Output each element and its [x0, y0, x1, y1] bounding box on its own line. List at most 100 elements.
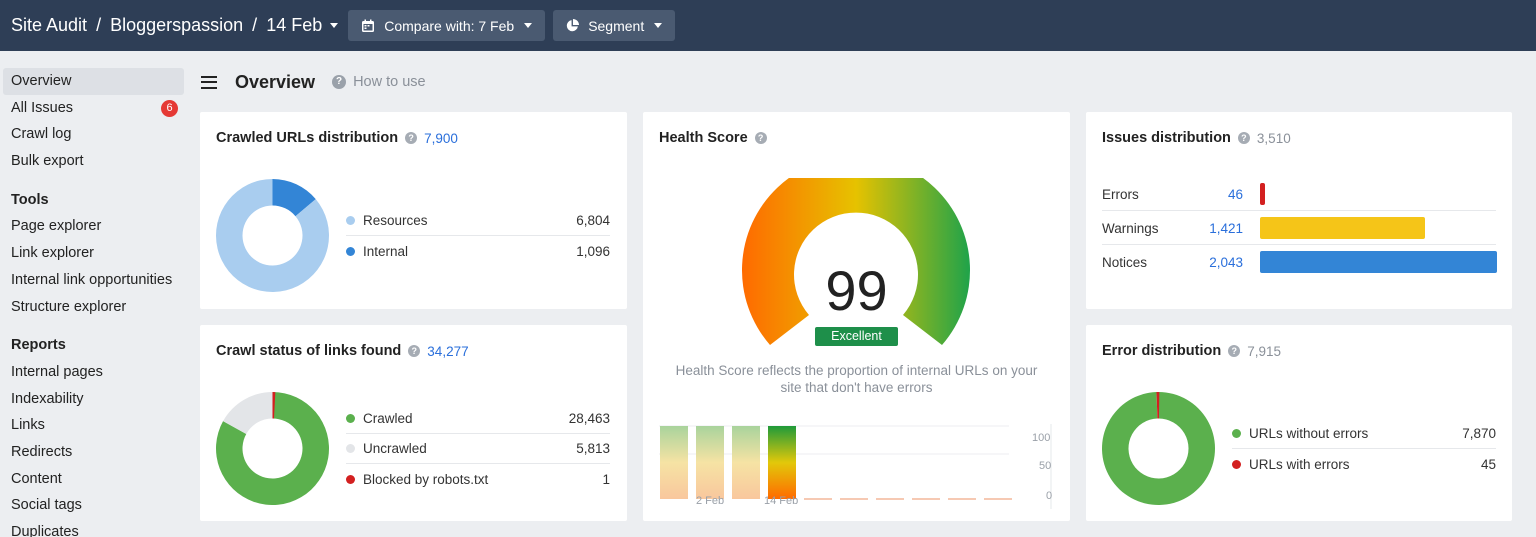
sidebar-item-bulk-export[interactable]: Bulk export [3, 148, 184, 175]
breadcrumb-separator: / [252, 15, 258, 35]
history-bar[interactable] [660, 426, 688, 499]
segment-label: Segment [588, 17, 645, 34]
history-bar-current[interactable] [768, 426, 796, 499]
crawl-status-slice[interactable] [216, 392, 329, 505]
compare-with-label: Compare with: 7 Feb [384, 17, 515, 34]
sidebar-item-internal-pages[interactable]: Internal pages [3, 359, 184, 386]
issue-bar [1260, 183, 1265, 205]
sidebar-item-link-explorer[interactable]: Link explorer [3, 240, 184, 267]
card-title-text: Health Score [659, 130, 748, 146]
legend-row[interactable]: Blocked by robots.txt 1 [346, 464, 610, 494]
sidebar-item-links[interactable]: Links [3, 412, 184, 439]
help-icon[interactable]: ? [332, 75, 347, 89]
sidebar-item-crawl-log[interactable]: Crawl log [3, 121, 184, 148]
legend-dot [1232, 429, 1241, 438]
compare-with-button[interactable]: Compare with: 7 Feb [348, 10, 546, 41]
breadcrumb-project[interactable]: Bloggerspassion [110, 15, 244, 35]
sidebar-item-social-tags[interactable]: Social tags [3, 492, 184, 519]
crawled-slice[interactable] [216, 179, 329, 292]
legend-label: Resources [363, 213, 428, 228]
error-count: 7,915 [1247, 343, 1282, 359]
issue-row-notices[interactable]: Notices 2,043 [1102, 245, 1497, 279]
sidebar-item-label: Indexability [11, 390, 84, 407]
legend-dot [346, 216, 355, 225]
sidebar-item-structure-explorer[interactable]: Structure explorer [3, 294, 184, 321]
legend-dot [1232, 459, 1241, 469]
sidebar-item-page-explorer[interactable]: Page explorer [3, 213, 184, 240]
crawl-status-donut-chart [216, 392, 329, 505]
card-title-text: Crawled URLs distribution [216, 130, 399, 146]
crawl-status-slice[interactable] [223, 392, 273, 434]
calendar-icon [361, 19, 375, 33]
help-icon[interactable]: ? [1237, 132, 1250, 144]
legend-label: Internal [363, 243, 409, 259]
sidebar-item-label: Redirects [11, 443, 73, 460]
breadcrumb: Site Audit / Bloggerspassion / 14 Feb [11, 15, 339, 36]
legend-label: URLs without errors [1249, 426, 1369, 441]
health-history-chart [659, 424, 1052, 509]
health-status-badge: Excellent [815, 327, 898, 346]
issue-count-link[interactable]: 1,421 [1209, 220, 1243, 236]
help-icon[interactable]: ? [405, 132, 418, 144]
sidebar-item-content[interactable]: Content [3, 466, 184, 493]
sidebar-item-duplicates[interactable]: Duplicates [3, 519, 184, 537]
legend-value: 1 [602, 471, 610, 487]
chevron-down-icon[interactable] [330, 23, 339, 28]
sidebar-item-overview[interactable]: Overview [3, 68, 184, 95]
sidebar-item-indexability[interactable]: Indexability [3, 386, 184, 413]
legend-row[interactable]: URLs without errors 7,870 [1232, 419, 1496, 449]
sidebar-heading-tools: Tools [11, 191, 49, 208]
card-title-text: Issues distribution [1102, 130, 1231, 146]
history-bar[interactable] [696, 426, 724, 499]
menu-icon[interactable] [201, 75, 217, 89]
error-slice[interactable] [1102, 392, 1215, 505]
issue-label: Notices [1102, 254, 1148, 270]
card-title-text: Crawl status of links found [216, 343, 402, 359]
crawl-status-count-link[interactable]: 34,277 [427, 343, 469, 359]
legend-value: 28,463 [568, 411, 610, 426]
legend-row[interactable]: Crawled 28,463 [346, 404, 610, 434]
issue-row-warnings[interactable]: Warnings 1,421 [1102, 211, 1496, 245]
sidebar-item-label: Duplicates [11, 524, 79, 537]
sidebar-item-all-issues[interactable]: All Issues 6 [3, 95, 184, 122]
sidebar-item-label: Overview [11, 73, 72, 89]
legend-row[interactable]: Uncrawled 5,813 [346, 434, 610, 464]
crawl-status-legend: Crawled 28,463 Uncrawled 5,813 Blocked b… [346, 404, 610, 494]
y-tick-label: 100 [1032, 432, 1051, 444]
breadcrumb-site-audit[interactable]: Site Audit [11, 15, 88, 35]
breadcrumb-crawl-date[interactable]: 14 Feb [266, 15, 323, 35]
sidebar-item-label: Content [11, 470, 62, 487]
legend-dot [346, 444, 355, 453]
segment-button[interactable]: Segment [553, 10, 676, 41]
issue-count-link[interactable]: 2,043 [1209, 254, 1243, 270]
crawl-status-slice[interactable] [272, 392, 276, 419]
page-header: Overview ? How to use [201, 68, 426, 96]
issue-label: Warnings [1102, 220, 1159, 236]
help-icon[interactable]: ? [408, 345, 421, 357]
breadcrumb-separator: / [96, 15, 102, 35]
crawled-slice[interactable] [272, 179, 316, 217]
legend-row[interactable]: URLs with errors 45 [1232, 449, 1496, 479]
legend-label: URLs with errors [1249, 456, 1350, 472]
sidebar-item-internal-link-opportunities[interactable]: Internal link opportunities [3, 267, 184, 294]
legend-row[interactable]: Internal 1,096 [346, 236, 610, 266]
issue-row-errors[interactable]: Errors 46 [1102, 177, 1496, 211]
divider [1102, 210, 1496, 211]
sidebar-item-label: Link explorer [11, 245, 95, 262]
legend-label: Crawled [363, 411, 413, 426]
how-to-use-link[interactable]: How to use [353, 74, 426, 90]
sidebar-item-label: Internal pages [11, 363, 103, 380]
sidebar-item-label: Crawl log [11, 126, 72, 143]
help-icon[interactable]: ? [754, 132, 767, 144]
error-slice[interactable] [1156, 392, 1160, 419]
legend-row[interactable]: Resources 6,804 [346, 206, 610, 236]
sidebar-item-redirects[interactable]: Redirects [3, 439, 184, 466]
error-distribution-card: Error distribution ? 7,915 URLs without … [1086, 325, 1512, 521]
crawled-count-link[interactable]: 7,900 [424, 130, 458, 146]
help-icon[interactable]: ? [1228, 345, 1241, 357]
issue-count-link[interactable]: 46 [1227, 186, 1243, 202]
history-bar[interactable] [732, 426, 760, 499]
card-title-text: Error distribution [1102, 343, 1222, 359]
sidebar-item-label: Internal link opportunities [11, 271, 173, 288]
card-title: Issues distribution ? 3,510 [1102, 130, 1291, 146]
